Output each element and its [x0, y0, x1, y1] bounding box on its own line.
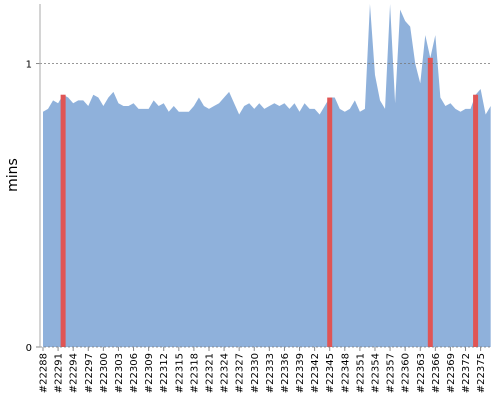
x-tick-label: #22294	[69, 353, 80, 393]
x-tick-label: #22300	[99, 353, 110, 393]
highlight-bar	[327, 97, 333, 347]
x-tick-label: #22372	[461, 353, 472, 393]
x-tick-label: #22360	[401, 353, 412, 393]
x-tick-label: #22345	[325, 353, 336, 393]
x-tick-label: #22303	[114, 353, 125, 393]
x-tick-label: #22366	[431, 353, 442, 393]
highlight-bar	[473, 94, 479, 347]
highlight-bar	[427, 57, 433, 348]
x-tick-label: #22375	[476, 353, 487, 393]
x-tick-label: #22336	[280, 353, 291, 393]
x-tick-label: #22348	[340, 353, 351, 393]
x-tick-label: #22363	[416, 353, 427, 393]
x-tick-label: #22312	[159, 353, 170, 393]
x-tick-label: #22369	[446, 353, 457, 393]
x-tick-label: #22351	[355, 353, 366, 393]
x-tick-label: #22315	[174, 353, 185, 393]
x-tick-label: #22321	[204, 353, 215, 393]
x-tick-label: #22288	[39, 353, 50, 393]
y-tick-label: 0	[26, 343, 32, 354]
x-tick-label: #22324	[220, 353, 231, 393]
x-tick-label: #22327	[235, 353, 246, 393]
x-tick-label: #22306	[129, 353, 140, 393]
x-tick-label: #22330	[250, 353, 261, 393]
x-tick-label: #22342	[310, 353, 321, 393]
x-tick-label: #22339	[295, 353, 306, 393]
area	[43, 4, 491, 347]
x-tick-label: #22318	[189, 353, 200, 393]
highlight-bar	[60, 94, 66, 347]
x-tick-label: #22297	[84, 353, 95, 393]
y-tick-label: 1	[26, 60, 32, 71]
x-tick-label: #22333	[265, 353, 276, 393]
x-tick-label: #22291	[54, 353, 65, 393]
x-tick-label: #22357	[386, 353, 397, 393]
y-axis-label: mins	[5, 158, 21, 192]
x-tick-label: #22354	[370, 353, 381, 393]
x-tick-label: #22309	[144, 353, 155, 393]
